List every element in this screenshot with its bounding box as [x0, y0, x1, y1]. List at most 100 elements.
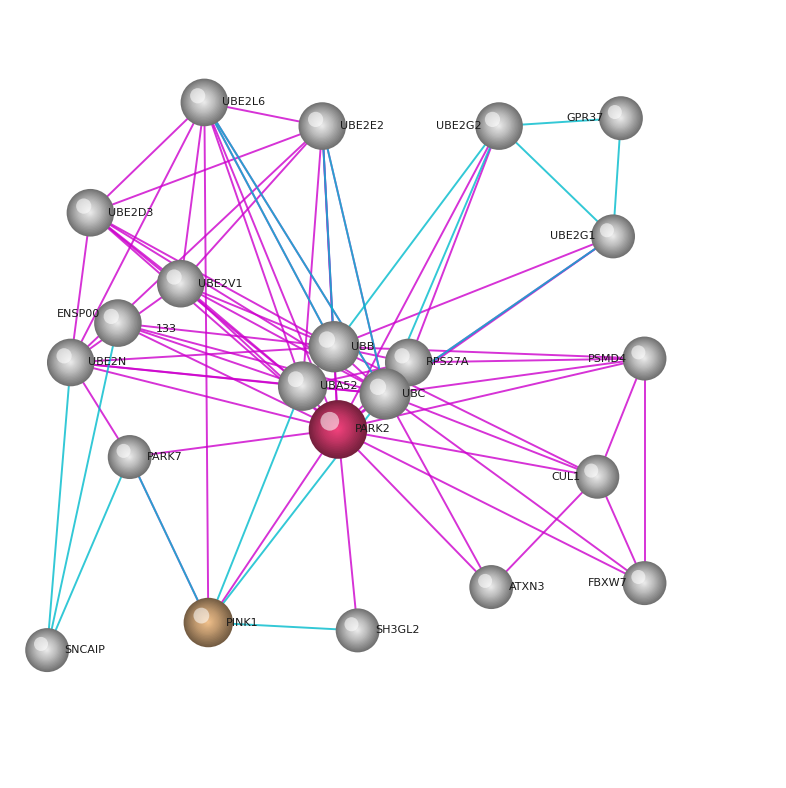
- Circle shape: [186, 84, 221, 119]
- Circle shape: [29, 632, 64, 667]
- Circle shape: [635, 349, 652, 366]
- Circle shape: [332, 345, 336, 348]
- Circle shape: [590, 469, 604, 483]
- Circle shape: [104, 309, 130, 335]
- Circle shape: [120, 448, 138, 465]
- Circle shape: [363, 372, 406, 414]
- Circle shape: [483, 110, 514, 141]
- Circle shape: [361, 370, 409, 418]
- Circle shape: [354, 627, 360, 633]
- Circle shape: [324, 415, 350, 441]
- Circle shape: [340, 612, 374, 647]
- Circle shape: [312, 325, 354, 367]
- Circle shape: [472, 568, 509, 605]
- Circle shape: [481, 108, 516, 143]
- Circle shape: [595, 218, 630, 253]
- Circle shape: [116, 322, 119, 324]
- Circle shape: [112, 439, 146, 474]
- Circle shape: [296, 380, 307, 391]
- Circle shape: [399, 352, 417, 370]
- Circle shape: [470, 566, 512, 608]
- Circle shape: [336, 428, 340, 431]
- Text: UBE2G1: UBE2G1: [550, 232, 596, 241]
- Circle shape: [487, 583, 494, 590]
- Circle shape: [641, 580, 647, 585]
- Circle shape: [612, 109, 629, 126]
- Circle shape: [108, 436, 150, 478]
- Text: RPS27A: RPS27A: [426, 358, 469, 367]
- Circle shape: [108, 435, 152, 479]
- Circle shape: [308, 112, 323, 127]
- Circle shape: [311, 403, 363, 455]
- Circle shape: [62, 354, 78, 370]
- Circle shape: [382, 391, 387, 396]
- Circle shape: [485, 112, 511, 138]
- Circle shape: [165, 268, 194, 297]
- Circle shape: [310, 322, 358, 370]
- Circle shape: [189, 87, 218, 116]
- Circle shape: [292, 375, 311, 395]
- Circle shape: [321, 334, 344, 357]
- Circle shape: [189, 603, 226, 641]
- Circle shape: [390, 344, 427, 381]
- Circle shape: [482, 578, 499, 595]
- Circle shape: [629, 567, 658, 597]
- Circle shape: [478, 574, 502, 598]
- Circle shape: [488, 584, 494, 589]
- Circle shape: [322, 414, 351, 443]
- Circle shape: [478, 105, 520, 147]
- Circle shape: [68, 359, 73, 365]
- Circle shape: [40, 643, 53, 656]
- Circle shape: [338, 611, 376, 649]
- Circle shape: [281, 365, 322, 406]
- Circle shape: [58, 350, 82, 374]
- Text: UBB: UBB: [351, 342, 375, 351]
- Circle shape: [176, 279, 184, 287]
- Circle shape: [319, 411, 354, 446]
- Circle shape: [31, 634, 62, 665]
- Circle shape: [35, 638, 57, 660]
- Circle shape: [200, 98, 208, 106]
- Circle shape: [181, 79, 228, 126]
- Circle shape: [599, 96, 643, 140]
- Circle shape: [331, 422, 343, 435]
- Circle shape: [43, 646, 50, 653]
- Circle shape: [626, 564, 663, 601]
- Circle shape: [492, 119, 505, 132]
- Circle shape: [618, 115, 623, 121]
- Circle shape: [157, 260, 204, 307]
- Circle shape: [626, 340, 663, 377]
- Circle shape: [615, 113, 625, 122]
- Circle shape: [325, 337, 342, 355]
- Circle shape: [354, 626, 361, 634]
- Circle shape: [331, 344, 336, 349]
- Circle shape: [318, 331, 347, 360]
- Circle shape: [286, 370, 317, 400]
- Circle shape: [380, 389, 389, 398]
- Circle shape: [605, 229, 619, 243]
- Circle shape: [610, 233, 615, 239]
- Text: UBE2N: UBE2N: [88, 358, 127, 367]
- Circle shape: [619, 117, 622, 119]
- Circle shape: [25, 628, 69, 672]
- Circle shape: [28, 630, 66, 669]
- Circle shape: [188, 86, 219, 117]
- Circle shape: [69, 361, 72, 363]
- Circle shape: [99, 304, 136, 341]
- Circle shape: [601, 225, 623, 247]
- Circle shape: [608, 105, 632, 129]
- Circle shape: [128, 455, 130, 458]
- Circle shape: [477, 573, 504, 600]
- Circle shape: [318, 409, 356, 448]
- Circle shape: [472, 567, 510, 606]
- Circle shape: [602, 225, 622, 245]
- Circle shape: [329, 420, 345, 437]
- Circle shape: [302, 106, 341, 145]
- Circle shape: [609, 232, 616, 240]
- Circle shape: [490, 585, 492, 588]
- Circle shape: [316, 407, 358, 450]
- Circle shape: [285, 369, 318, 402]
- Circle shape: [475, 571, 506, 602]
- Circle shape: [28, 631, 65, 668]
- Circle shape: [609, 106, 631, 128]
